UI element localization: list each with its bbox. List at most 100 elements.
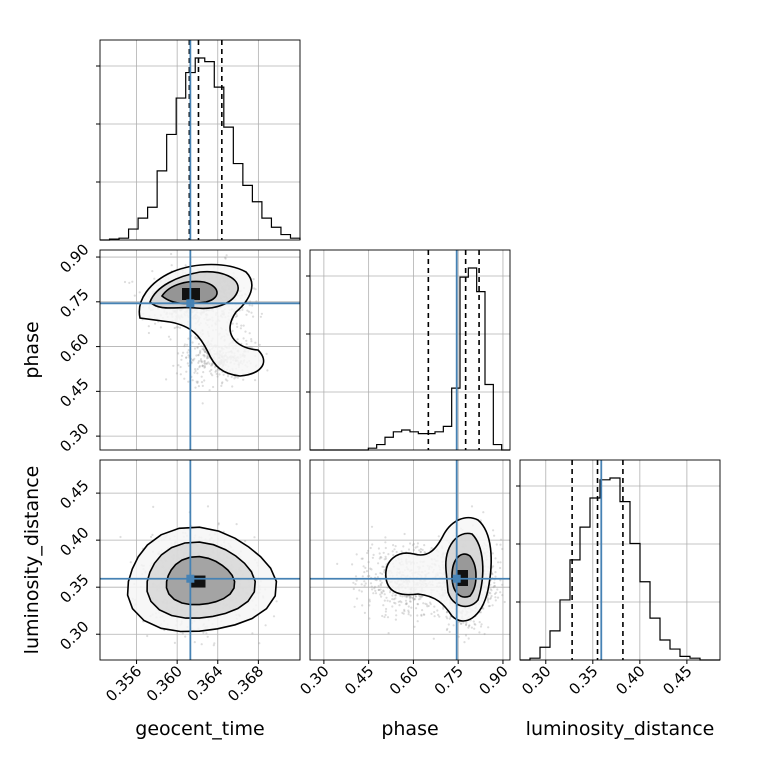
sample-point: [394, 594, 397, 597]
sample-point: [206, 357, 209, 360]
sample-point: [225, 254, 228, 257]
x-tick-label-luminosity-distance: 0.45: [659, 662, 695, 698]
sample-point: [260, 312, 263, 315]
sample-point: [361, 575, 364, 578]
sample-point: [384, 613, 387, 617]
sample-point: [203, 365, 206, 368]
sample-point: [191, 379, 194, 382]
sample-point: [250, 311, 253, 314]
sample-point: [419, 595, 422, 599]
sample-point: [206, 635, 209, 638]
sample-point: [368, 598, 371, 601]
sample-point: [407, 605, 410, 608]
sample-point: [250, 338, 253, 341]
sample-point: [182, 351, 185, 354]
sample-point: [218, 373, 221, 376]
sample-point: [201, 365, 204, 368]
sample-point: [391, 550, 394, 553]
sample-point: [380, 591, 383, 594]
sample-point: [491, 604, 494, 607]
sample-point: [368, 617, 371, 620]
sample-point: [195, 354, 198, 357]
sample-point: [201, 364, 204, 367]
sample-point: [381, 572, 384, 576]
sample-point: [151, 270, 154, 273]
sample-point: [432, 637, 435, 640]
sample-point: [424, 602, 427, 605]
sample-point: [235, 523, 238, 526]
sample-point: [486, 599, 489, 602]
sample-point: [170, 264, 173, 267]
sample-point: [467, 637, 470, 640]
sample-point: [167, 335, 171, 338]
sample-point: [379, 572, 382, 575]
sample-point: [493, 581, 496, 585]
sample-point: [433, 611, 436, 614]
sample-point: [361, 604, 364, 607]
sample-point: [194, 369, 197, 373]
sample-point: [248, 332, 251, 335]
sample-point: [371, 588, 374, 591]
sample-point: [371, 556, 374, 559]
sample-point: [433, 615, 436, 618]
sample-point: [194, 337, 197, 340]
sample-point: [402, 545, 405, 548]
sample-point: [422, 602, 425, 605]
sample-point: [403, 532, 406, 536]
sample-point: [370, 585, 373, 588]
sample-point: [448, 630, 451, 634]
sample-point: [119, 535, 122, 539]
ylabel-luminosity-distance: luminosity_distance: [21, 466, 43, 655]
sample-point: [153, 277, 156, 280]
x-tick-label-luminosity-distance: 0.30: [518, 662, 554, 698]
sample-point: [200, 643, 203, 646]
x-tick-label-phase: 0.30: [296, 662, 332, 698]
sample-point: [416, 545, 419, 548]
sample-point: [409, 596, 412, 599]
sample-point: [377, 562, 380, 565]
x-tick-label-geocent-time: 0.360: [143, 662, 186, 705]
sample-point: [194, 368, 197, 371]
sample-point: [203, 379, 206, 382]
sample-point: [409, 600, 412, 603]
sample-point: [241, 308, 244, 311]
sample-point: [170, 252, 173, 256]
sample-point: [384, 546, 387, 550]
sample-point: [496, 596, 500, 599]
sample-point: [445, 611, 449, 614]
sample-point: [413, 625, 416, 628]
sample-point: [201, 364, 204, 367]
sample-point: [407, 613, 410, 616]
sample-point: [411, 544, 415, 547]
sample-point: [255, 300, 258, 303]
sample-point: [473, 622, 476, 626]
sample-point: [196, 381, 199, 384]
sample-point: [354, 575, 358, 578]
sample-point: [231, 322, 234, 325]
sample-point: [377, 547, 380, 550]
sample-point: [258, 343, 261, 346]
sample-point: [198, 365, 201, 368]
sample-point: [394, 594, 398, 597]
sample-point: [242, 337, 245, 340]
sample-point: [203, 362, 206, 365]
sample-point: [250, 346, 253, 349]
sample-point: [183, 343, 186, 346]
sample-point: [379, 593, 382, 596]
sample-point: [388, 600, 392, 603]
sample-point: [403, 610, 406, 613]
sample-point: [362, 565, 365, 568]
sample-point: [419, 550, 422, 554]
sample-point: [383, 570, 386, 574]
sample-point: [221, 381, 224, 384]
x-tick-label-geocent-time: 0.368: [224, 662, 267, 705]
sample-point: [501, 594, 504, 597]
sample-point: [249, 300, 252, 303]
sample-point: [378, 557, 381, 560]
sample-point: [199, 358, 203, 361]
sample-point: [253, 287, 256, 290]
sample-point: [376, 576, 379, 579]
sample-point: [185, 356, 188, 359]
sample-point: [368, 574, 371, 578]
sample-point: [203, 354, 206, 357]
